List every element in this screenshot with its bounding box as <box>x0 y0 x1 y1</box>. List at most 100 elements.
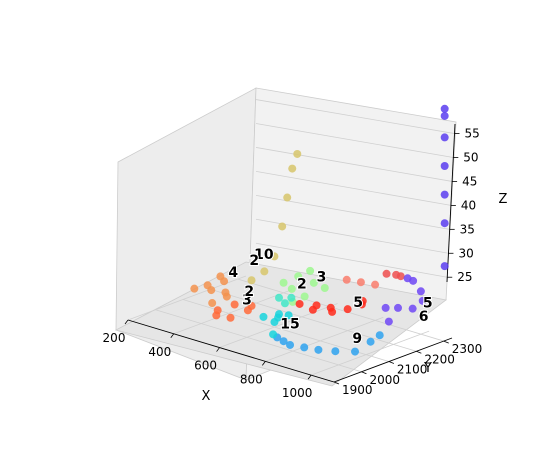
data-point <box>287 284 296 293</box>
point-label: 5 <box>353 295 363 311</box>
data-point <box>203 281 212 290</box>
data-point <box>286 340 295 349</box>
data-point <box>247 276 256 285</box>
y-grid-line <box>237 278 444 342</box>
data-point <box>270 252 279 261</box>
x-axis-label: X <box>202 389 211 404</box>
data-point <box>314 345 323 354</box>
data-point <box>358 297 367 306</box>
data-point <box>440 162 449 171</box>
y-grid-line <box>210 288 417 352</box>
z-grid-line <box>255 242 448 278</box>
point-label: 2 <box>249 253 259 269</box>
data-point <box>279 278 288 287</box>
x-tick-mark <box>262 361 266 366</box>
data-point <box>440 111 449 120</box>
x-tick-label: 800 <box>240 372 263 386</box>
data-point <box>342 275 351 284</box>
data-point <box>287 293 296 302</box>
data-point <box>308 305 317 314</box>
y-axis-label: Y <box>423 361 432 376</box>
data-point <box>288 164 297 173</box>
data-point <box>226 313 235 322</box>
x-tick-label: 200 <box>103 331 126 345</box>
z-tick-label: 25 <box>457 270 472 284</box>
point-label: 9 <box>352 331 362 347</box>
z-grid-line <box>255 123 454 158</box>
z-tick-label: 55 <box>465 127 480 141</box>
data-point <box>269 330 278 339</box>
z-grid-line <box>255 170 451 206</box>
y-tick-label: 2200 <box>424 352 455 366</box>
x-grid-line <box>310 330 430 376</box>
data-point <box>440 104 449 113</box>
data-point <box>190 284 199 293</box>
z-tick-label: 30 <box>458 246 473 260</box>
z-grid-line <box>255 218 449 254</box>
x-tick-label: 600 <box>194 359 217 373</box>
data-point <box>375 331 384 340</box>
y-grid-line <box>155 309 362 373</box>
data-point <box>295 299 304 308</box>
floor-pane <box>114 261 447 387</box>
point-label: 4 <box>228 265 238 281</box>
data-point <box>309 278 318 287</box>
data-point <box>259 312 268 321</box>
x-grid-line <box>173 289 292 335</box>
z-tick-label: 45 <box>462 174 477 188</box>
point-label: 2 <box>297 276 307 292</box>
z-tick-label: 40 <box>461 198 476 212</box>
data-point <box>216 272 225 281</box>
z-grid-line <box>255 147 453 182</box>
data-point <box>279 337 288 346</box>
x-tick-mark <box>216 347 220 352</box>
data-point <box>440 262 449 271</box>
x-tick-label: 1000 <box>282 386 313 400</box>
data-point <box>300 292 309 301</box>
point-label: 5 <box>423 296 433 312</box>
data-point <box>343 305 352 314</box>
data-point <box>260 267 269 276</box>
data-point <box>280 299 289 308</box>
y-tick-mark <box>443 340 449 344</box>
data-point <box>300 343 309 352</box>
data-point <box>222 292 231 301</box>
data-point <box>371 280 380 289</box>
data-point <box>284 311 293 320</box>
data-point <box>440 190 449 199</box>
z-axis-line <box>446 123 456 283</box>
data-point <box>382 269 391 278</box>
data-point <box>408 304 417 313</box>
z-tick-label: 35 <box>460 222 475 236</box>
x-grid-line <box>219 303 338 348</box>
y-tick-label: 1900 <box>342 383 373 397</box>
x-tick-label: 400 <box>148 345 171 359</box>
x-tick-mark <box>307 374 312 380</box>
y-tick-label: 2000 <box>369 373 400 387</box>
y-tick-mark <box>416 350 422 354</box>
data-point <box>351 347 360 356</box>
data-point <box>320 283 329 292</box>
data-point <box>208 299 217 308</box>
x-axis-line <box>127 319 335 383</box>
data-point <box>328 307 337 316</box>
y-axis-line <box>333 337 453 383</box>
data-point <box>416 287 425 296</box>
data-point <box>440 219 449 228</box>
point-label: 3 <box>242 293 252 309</box>
data-point <box>278 222 287 231</box>
data-point <box>212 311 221 320</box>
data-point <box>440 133 449 142</box>
x-tick-mark <box>124 319 129 325</box>
data-point <box>283 193 292 202</box>
data-point <box>409 276 418 285</box>
data-points <box>190 104 449 356</box>
data-point <box>275 293 284 302</box>
data-point <box>366 337 375 346</box>
point-label: 6 <box>419 309 429 325</box>
z-tick-label: 50 <box>463 151 478 165</box>
data-point <box>230 300 239 309</box>
